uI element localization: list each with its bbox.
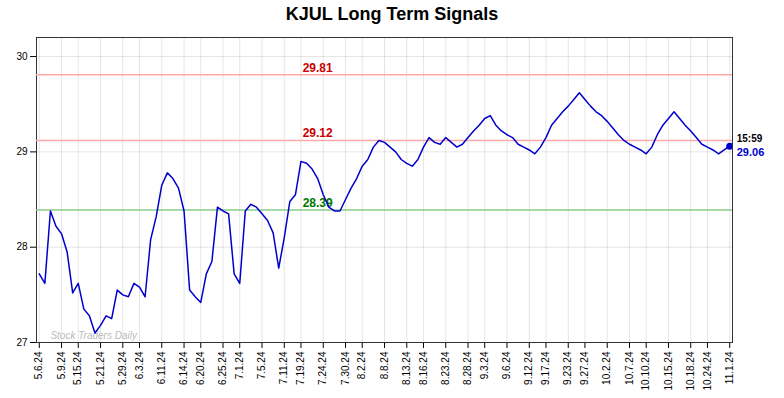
- svg-text:11.1.24: 11.1.24: [724, 351, 735, 384]
- svg-text:6.11.24: 6.11.24: [156, 351, 167, 384]
- svg-text:9.12.24: 9.12.24: [523, 351, 534, 385]
- svg-text:7.1.24: 7.1.24: [234, 351, 245, 379]
- html-text:KJUL Long Term Signals: KJUL Long Term Signals: [285, 4, 499, 24]
- svg-text:8.16.24: 8.16.24: [418, 351, 429, 385]
- svg-text:6.14.24: 6.14.24: [178, 351, 189, 385]
- svg-text:7.30.24: 7.30.24: [340, 351, 351, 385]
- svg-text:7.19.24: 7.19.24: [295, 351, 306, 385]
- svg-text:5.15.24: 5.15.24: [72, 351, 83, 385]
- svg-text:9.23.24: 9.23.24: [562, 351, 573, 385]
- svg-text:9.3.24: 9.3.24: [479, 351, 490, 379]
- svg-text:10.2.24: 10.2.24: [601, 351, 612, 385]
- svg-text:28.39: 28.39: [303, 196, 333, 210]
- svg-text:29: 29: [16, 146, 28, 157]
- svg-text:7.5.24: 7.5.24: [256, 351, 267, 379]
- svg-text:10.7.24: 10.7.24: [624, 351, 635, 385]
- svg-text:8.28.24: 8.28.24: [462, 351, 473, 385]
- svg-text:7.11.24: 7.11.24: [278, 351, 289, 384]
- svg-text:9.6.24: 9.6.24: [501, 351, 512, 379]
- svg-text:Stock Traders Daily: Stock Traders Daily: [50, 329, 137, 341]
- svg-text:10.10.24: 10.10.24: [640, 351, 651, 390]
- svg-text:30: 30: [16, 51, 28, 62]
- svg-text:8.8.24: 8.8.24: [379, 351, 390, 379]
- svg-text:6.3.24: 6.3.24: [134, 351, 145, 379]
- svg-text:6.20.24: 6.20.24: [195, 351, 206, 385]
- svg-text:9.17.24: 9.17.24: [540, 351, 551, 385]
- svg-text:10.18.24: 10.18.24: [685, 351, 696, 390]
- svg-text:5.6.24: 5.6.24: [33, 351, 44, 379]
- svg-text:5.9.24: 5.9.24: [56, 351, 67, 379]
- svg-text:8.23.24: 8.23.24: [440, 351, 451, 385]
- svg-text:29.81: 29.81: [303, 61, 333, 75]
- svg-text:29.06: 29.06: [737, 146, 765, 158]
- svg-text:10.24.24: 10.24.24: [702, 351, 713, 390]
- svg-text:15:59: 15:59: [737, 133, 763, 144]
- svg-text:29.12: 29.12: [303, 126, 333, 140]
- svg-text:9.27.24: 9.27.24: [579, 351, 590, 385]
- svg-text:27: 27: [16, 337, 28, 348]
- svg-text:8.13.24: 8.13.24: [401, 351, 412, 385]
- svg-text:6.25.24: 6.25.24: [217, 351, 228, 385]
- svg-text:5.21.24: 5.21.24: [95, 351, 106, 385]
- svg-text:28: 28: [16, 241, 28, 252]
- svg-text:5.29.24: 5.29.24: [117, 351, 128, 385]
- svg-text:7.24.24: 7.24.24: [317, 351, 328, 385]
- svg-text:8.2.24: 8.2.24: [356, 351, 367, 379]
- svg-text:10.15.24: 10.15.24: [663, 351, 674, 390]
